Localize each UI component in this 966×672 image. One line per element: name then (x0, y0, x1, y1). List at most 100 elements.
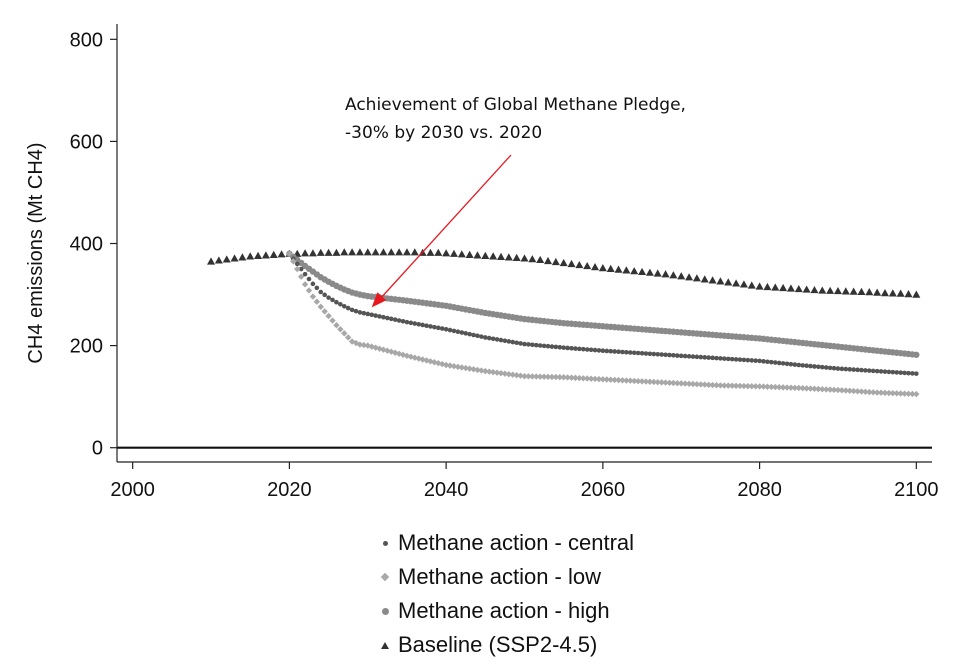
data-point (650, 378, 658, 386)
data-point (317, 303, 324, 311)
data-point (505, 370, 513, 378)
annotation: Achievement of Global Methane Pledge, -30… (345, 95, 686, 308)
data-point (693, 381, 701, 388)
y-tick-label: 600 (70, 131, 103, 153)
data-point (533, 373, 540, 380)
legend-marker (372, 572, 398, 582)
data-point (791, 384, 799, 392)
series-dot-small (287, 251, 919, 376)
data-point (297, 273, 305, 280)
data-point (623, 377, 630, 384)
data-point (553, 344, 559, 350)
data-point (333, 321, 340, 329)
data-point (345, 305, 351, 311)
data-point (474, 366, 481, 374)
data-point (353, 308, 359, 314)
data-point (569, 345, 574, 351)
data-point (857, 287, 866, 295)
data-point (290, 258, 297, 265)
data-point (737, 357, 743, 362)
data-point (548, 373, 556, 381)
data-point (830, 386, 838, 394)
data-point (810, 285, 819, 294)
data-point (904, 290, 913, 298)
data-point (630, 267, 639, 275)
data-point (755, 282, 764, 290)
data-point (451, 328, 457, 334)
data-point (230, 254, 239, 262)
data-point (893, 390, 900, 397)
data-point (733, 357, 739, 362)
data-point (316, 248, 325, 256)
data-point (449, 249, 458, 257)
data-point (560, 374, 567, 381)
data-point (667, 352, 672, 358)
series-diamond (286, 250, 920, 398)
data-point (823, 386, 830, 393)
data-point (545, 343, 551, 349)
data-point (882, 369, 888, 374)
data-point (329, 317, 336, 324)
legend-item: Methane action - high (372, 594, 634, 628)
data-point (443, 326, 449, 332)
data-point (724, 278, 733, 286)
data-point (301, 249, 310, 257)
plot-area (207, 248, 921, 398)
data-point (775, 384, 783, 391)
data-point (768, 383, 775, 391)
data-point (624, 349, 629, 355)
data-point (835, 366, 841, 371)
data-point (800, 363, 805, 368)
data-point (314, 285, 320, 291)
data-point (246, 252, 255, 260)
data-point (788, 361, 794, 367)
data-point (870, 368, 876, 374)
data-point (305, 287, 313, 294)
annotation-text: -30% by 2030 vs. 2020 (345, 123, 542, 143)
data-point (387, 248, 396, 256)
data-point (369, 312, 374, 318)
data-point (850, 387, 857, 395)
data-point (827, 365, 833, 371)
data-point (804, 363, 809, 369)
data-point (886, 369, 892, 375)
legend-item: Methane action - central (372, 526, 634, 560)
series-triangle (207, 248, 921, 298)
data-point (878, 369, 884, 374)
data-point (808, 363, 813, 369)
data-point (757, 358, 762, 364)
data-point (854, 388, 861, 395)
legend-label: Methane action - central (398, 530, 635, 555)
data-point (573, 346, 578, 351)
data-point (365, 311, 371, 317)
data-point (859, 367, 864, 373)
data-point (294, 265, 301, 273)
data-point (459, 330, 465, 335)
legend-item: Baseline (SSP2-4.5) (372, 628, 634, 662)
data-point (732, 382, 740, 390)
data-point (572, 374, 579, 382)
data-point (611, 376, 618, 384)
data-point (826, 286, 835, 294)
legend-swatch (381, 641, 389, 649)
data-point (481, 251, 490, 259)
data-point (631, 350, 637, 356)
data-point (318, 289, 324, 295)
data-point (901, 390, 908, 397)
data-point (685, 380, 693, 387)
data-point (361, 310, 367, 316)
data-point (458, 364, 466, 371)
data-point (529, 373, 536, 380)
data-point (541, 343, 547, 349)
data-point (725, 356, 731, 362)
data-point (880, 289, 889, 297)
data-point (446, 362, 454, 369)
data-point (689, 380, 697, 388)
annotation-arrow (379, 154, 512, 300)
data-point (517, 372, 524, 379)
data-point (428, 324, 433, 329)
data-point (583, 375, 591, 382)
data-point (823, 365, 829, 370)
data-point (568, 374, 575, 381)
data-point (874, 368, 880, 374)
